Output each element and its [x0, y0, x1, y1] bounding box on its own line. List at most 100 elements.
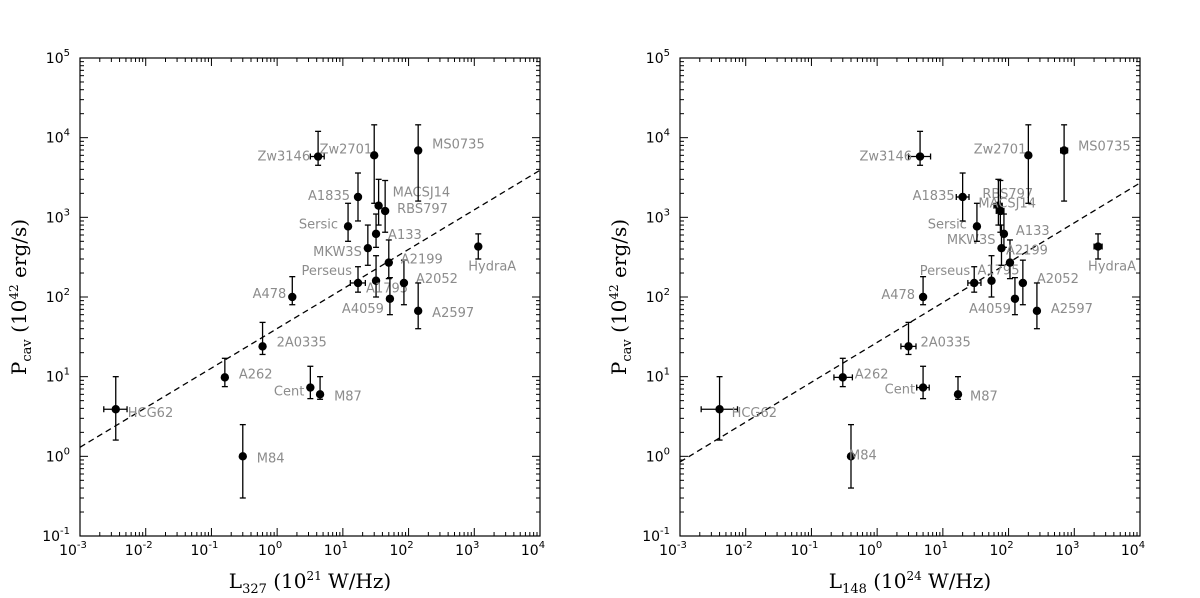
point-marker: [353, 278, 363, 288]
point-label: M87: [334, 389, 362, 404]
y-tick-label: 102: [46, 287, 70, 306]
point-marker: [1093, 242, 1103, 251]
data-point-a2199: A2199: [384, 239, 443, 280]
data-point-ms0735: MS0735: [413, 124, 485, 202]
data-point-perseus: Perseus: [301, 264, 367, 293]
data-point-hydraa: HydraA: [468, 233, 516, 275]
data-point-a1795: A1795: [978, 255, 1020, 298]
point-label: M84: [257, 451, 285, 466]
point-marker: [958, 192, 967, 202]
point-label: A1835: [913, 189, 955, 204]
data-point-a262: A262: [833, 357, 889, 388]
point-label: A1795: [978, 264, 1020, 279]
data-point-2a0335: 2A0335: [900, 321, 971, 356]
point-marker: [953, 390, 963, 399]
chart-panel-1: 10-3 10-2 10-1 100 101 102 103 104 10-1 100 101 102…: [7, 48, 545, 597]
point-marker: [315, 390, 325, 399]
data-point-a2597: A2597: [413, 282, 474, 330]
data-point-rbs797: RBS797: [380, 179, 448, 233]
x-tick-label: 100: [858, 540, 882, 559]
data-point-zw2701: Zw2701: [974, 124, 1033, 204]
x-tick-label: 102: [989, 540, 1013, 559]
x-tick-label: 10-1: [791, 540, 819, 559]
point-label: MKW3S: [313, 245, 362, 260]
x-tick-label: 10-3: [59, 540, 87, 559]
point-label: Cent: [274, 385, 304, 400]
data-point-zw2701: Zw2701: [320, 124, 379, 204]
data-point-cent: Cent: [274, 365, 315, 400]
point-marker: [371, 229, 381, 239]
point-label: Zw2701: [320, 142, 373, 157]
point-marker: [413, 306, 423, 316]
point-label: A1795: [366, 282, 408, 297]
data-point-zw3146: Zw3146: [859, 130, 932, 166]
point-marker: [370, 151, 379, 160]
x-tick-label: 104: [521, 540, 545, 559]
point-label: Zw3146: [257, 150, 310, 165]
y-tick-label: 103: [46, 207, 70, 226]
data-point-a478: A478: [253, 276, 297, 306]
point-label: A262: [855, 367, 889, 382]
point-marker: [385, 294, 395, 303]
point-marker: [715, 405, 724, 414]
point-label: HCG62: [732, 406, 777, 421]
data-point-a4059: A4059: [342, 276, 395, 317]
x-tick-label: 10-2: [725, 540, 753, 559]
point-marker: [915, 152, 925, 161]
point-label: A262: [239, 367, 273, 382]
data-point-a4059: A4059: [969, 276, 1020, 317]
point-marker: [258, 342, 267, 351]
point-label: Sersic: [299, 217, 338, 232]
data-point-a2052: A2052: [399, 259, 458, 306]
point-label: Perseus: [301, 264, 352, 279]
x-tick-label: 100: [258, 540, 282, 559]
point-label: 2A0335: [277, 335, 327, 350]
plot-frame: [79, 57, 541, 537]
data-point-hydraa: HydraA: [1088, 233, 1136, 275]
point-label: MACSJ14: [978, 197, 1036, 212]
x-axis-label: L327 (1021 W/Hz): [229, 569, 391, 597]
x-tick-label: 10-2: [125, 540, 153, 559]
y-tick-label: 104: [646, 128, 670, 147]
x-tick-label: 101: [324, 540, 348, 559]
point-marker: [1059, 146, 1069, 155]
point-marker: [343, 222, 353, 231]
point-label: A133: [388, 228, 422, 243]
y-tick-label: 101: [646, 367, 670, 386]
point-marker: [918, 292, 928, 302]
point-marker: [1032, 306, 1042, 316]
data-point-a133: A133: [371, 213, 422, 248]
x-axis-label: L148 (1024 W/Hz): [829, 569, 991, 597]
point-marker: [1018, 278, 1028, 288]
point-marker: [1005, 258, 1015, 267]
point-marker: [904, 342, 913, 351]
point-label: A4059: [969, 302, 1011, 317]
point-marker: [474, 242, 483, 251]
data-point-a2597: A2597: [1032, 282, 1093, 330]
point-label: A133: [1016, 224, 1050, 239]
data-point-cent: Cent: [885, 365, 930, 400]
chart-panel-2: 10-3 10-2 10-1 100 101 102 103 104 10-1 100 101 102…: [607, 48, 1145, 597]
x-tick-label: 103: [1055, 540, 1079, 559]
point-label: Perseus: [920, 264, 971, 279]
point-label: MS0735: [432, 138, 485, 153]
point-marker: [994, 201, 1003, 210]
y-tick-label: 100: [646, 446, 670, 465]
point-label: RBS797: [397, 202, 448, 217]
data-point-m87: M87: [315, 376, 362, 404]
data-point-ms0735: MS0735: [1059, 124, 1131, 202]
data-point-zw3146: Zw3146: [257, 130, 325, 166]
point-label: A4059: [342, 302, 384, 317]
point-marker: [384, 258, 393, 267]
data-point-a1835: A1835: [308, 172, 363, 222]
x-tick-label: 102: [389, 540, 413, 559]
point-label: HCG62: [128, 406, 173, 421]
x-tick-label: 104: [1121, 540, 1145, 559]
point-label: A478: [253, 287, 287, 302]
point-label: MACSJ14: [393, 186, 451, 201]
point-marker: [413, 146, 423, 155]
y-tick-label: 103: [646, 207, 670, 226]
point-label: MS0735: [1078, 140, 1131, 155]
data-point-sersic: Sersic: [299, 202, 353, 242]
